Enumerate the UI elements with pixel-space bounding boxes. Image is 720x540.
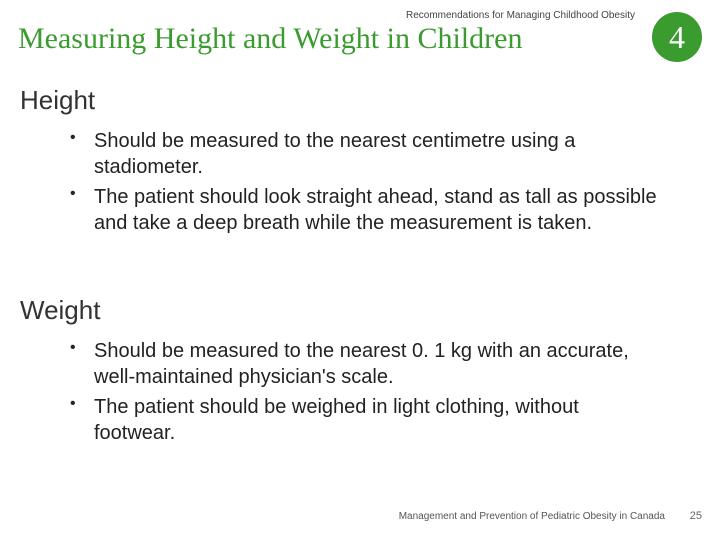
section-heading-weight: Weight — [20, 295, 100, 326]
list-item: Should be measured to the nearest 0. 1 k… — [62, 338, 665, 390]
list-item: The patient should look straight ahead, … — [62, 184, 665, 236]
height-bullets: Should be measured to the nearest centim… — [62, 128, 665, 240]
page-number: 25 — [690, 510, 702, 522]
page-title: Measuring Height and Weight in Children — [18, 22, 522, 56]
supertitle: Recommendations for Managing Childhood O… — [406, 10, 635, 21]
list-item: The patient should be weighed in light c… — [62, 394, 665, 446]
section-heading-height: Height — [20, 85, 95, 116]
list-item: Should be measured to the nearest centim… — [62, 128, 665, 180]
footer-text: Management and Prevention of Pediatric O… — [399, 511, 665, 522]
weight-bullets: Should be measured to the nearest 0. 1 k… — [62, 338, 665, 450]
section-number-badge: 4 — [652, 12, 702, 62]
